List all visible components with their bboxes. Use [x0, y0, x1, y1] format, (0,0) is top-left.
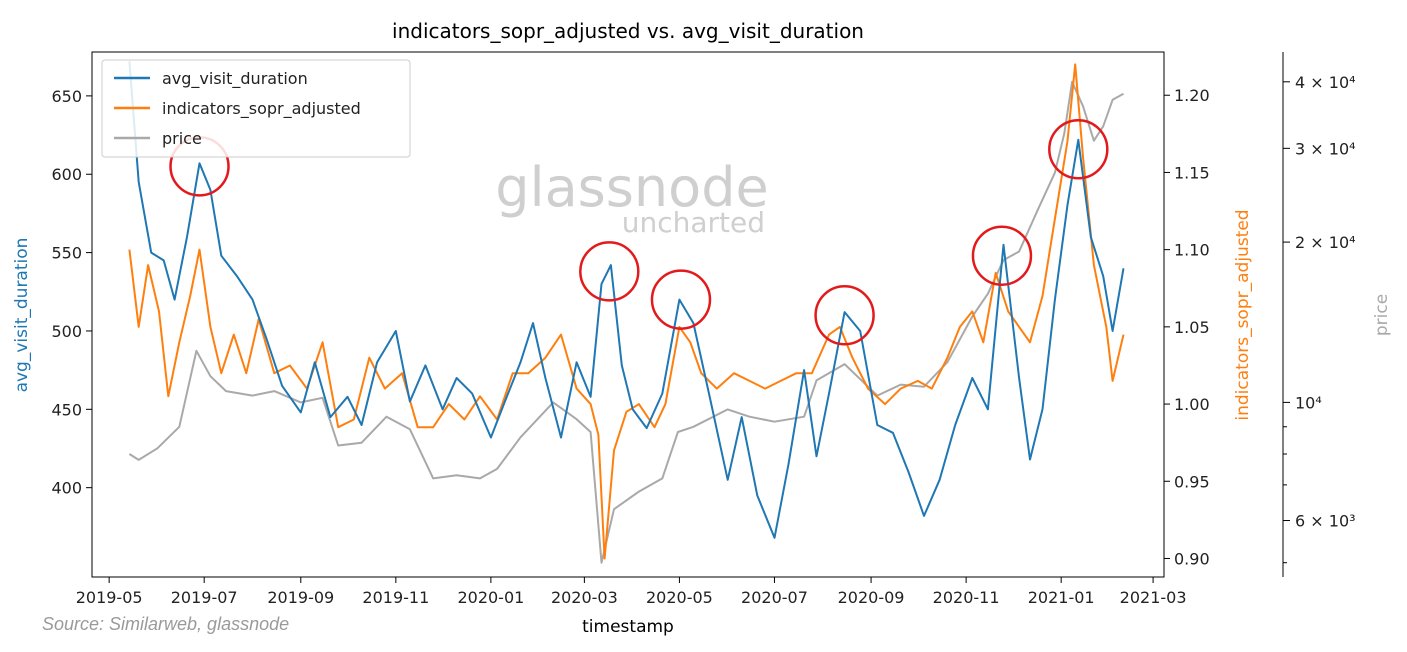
x-axis: 2019-05 2019-07 2019-09 2019-11 2020-01 2020-…: [76, 577, 1187, 607]
right-tick-label: 1.15: [1174, 163, 1210, 182]
legend-label-sopr: indicators_sopr_adjusted: [162, 99, 361, 119]
legend-label-price: price: [162, 129, 202, 148]
x-tick-label: 2019-07: [171, 588, 238, 607]
highlight-circle-2: [579, 241, 640, 302]
right-tick-label: 0.95: [1174, 472, 1210, 491]
series-line-avg-visit-duration: [128, 61, 1125, 539]
source-note: Source: Similarweb, glassnode: [42, 614, 290, 634]
left-tick-label: 450: [51, 400, 82, 419]
price-tick-label: 2 × 10⁴: [1295, 233, 1356, 252]
highlight-circle-4: [814, 285, 875, 346]
right-tick-label: 1.10: [1174, 241, 1210, 260]
legend-label-avg-visit-duration: avg_visit_duration: [162, 69, 308, 89]
plot-frame: [91, 51, 1165, 578]
x-tick-label: 2020-01: [457, 588, 524, 607]
left-tick-label: 550: [51, 244, 82, 263]
x-tick-label: 2021-01: [1028, 588, 1095, 607]
left-tick-label: 650: [51, 87, 82, 106]
left-tick-label: 600: [51, 165, 82, 184]
watermark-tagline: uncharted: [622, 206, 765, 239]
series-line-price: [128, 80, 1124, 564]
x-tick-label: 2020-03: [551, 588, 618, 607]
highlight-circle-6: [1048, 119, 1109, 180]
highlight-circle-5: [971, 225, 1033, 286]
chart-title: indicators_sopr_adjusted vs. avg_visit_d…: [392, 19, 864, 43]
price-axis: 6 × 10³ 10⁴ 2 × 10⁴ 3 × 10⁴ 4 × 10⁴: [1282, 52, 1356, 577]
x-tick-label: 2021-03: [1120, 588, 1187, 607]
x-axis-label: timestamp: [582, 617, 674, 637]
left-axis: 400 450 500 550 600 650: [51, 87, 92, 498]
right-axis-label: indicators_sopr_adjusted: [1233, 209, 1253, 420]
right-tick-label: 0.90: [1174, 549, 1210, 568]
price-tick-label: 3 × 10⁴: [1295, 139, 1356, 158]
x-tick-label: 2020-05: [646, 588, 713, 607]
price-tick-label: 6 × 10³: [1295, 512, 1356, 531]
left-tick-label: 500: [51, 322, 82, 341]
x-tick-label: 2020-11: [933, 588, 1000, 607]
right-tick-label: 1.20: [1174, 86, 1210, 105]
right-tick-label: 1.05: [1174, 318, 1210, 337]
left-axis-label: avg_visit_duration: [12, 238, 32, 393]
right-axis: 0.90 0.95 1.00 1.05 1.10 1.15 1.20: [1164, 86, 1210, 568]
x-tick-label: 2020-07: [741, 588, 808, 607]
price-tick-label: 4 × 10⁴: [1295, 73, 1356, 92]
right-tick-label: 1.00: [1174, 395, 1210, 414]
price-tick-label: 10⁴: [1295, 393, 1322, 412]
x-tick-label: 2019-09: [267, 588, 334, 607]
legend: avg_visit_duration indicators_sopr_adjus…: [101, 59, 411, 158]
left-tick-label: 400: [51, 479, 82, 498]
highlight-circle-3: [650, 269, 712, 330]
x-tick-label: 2019-05: [76, 588, 143, 607]
price-axis-label: price: [1372, 294, 1392, 336]
x-tick-label: 2019-11: [362, 588, 429, 607]
series-layer: [128, 61, 1125, 564]
watermark-brand: glassnode: [495, 156, 768, 219]
x-tick-label: 2020-09: [838, 588, 905, 607]
legend-box: [101, 59, 411, 158]
